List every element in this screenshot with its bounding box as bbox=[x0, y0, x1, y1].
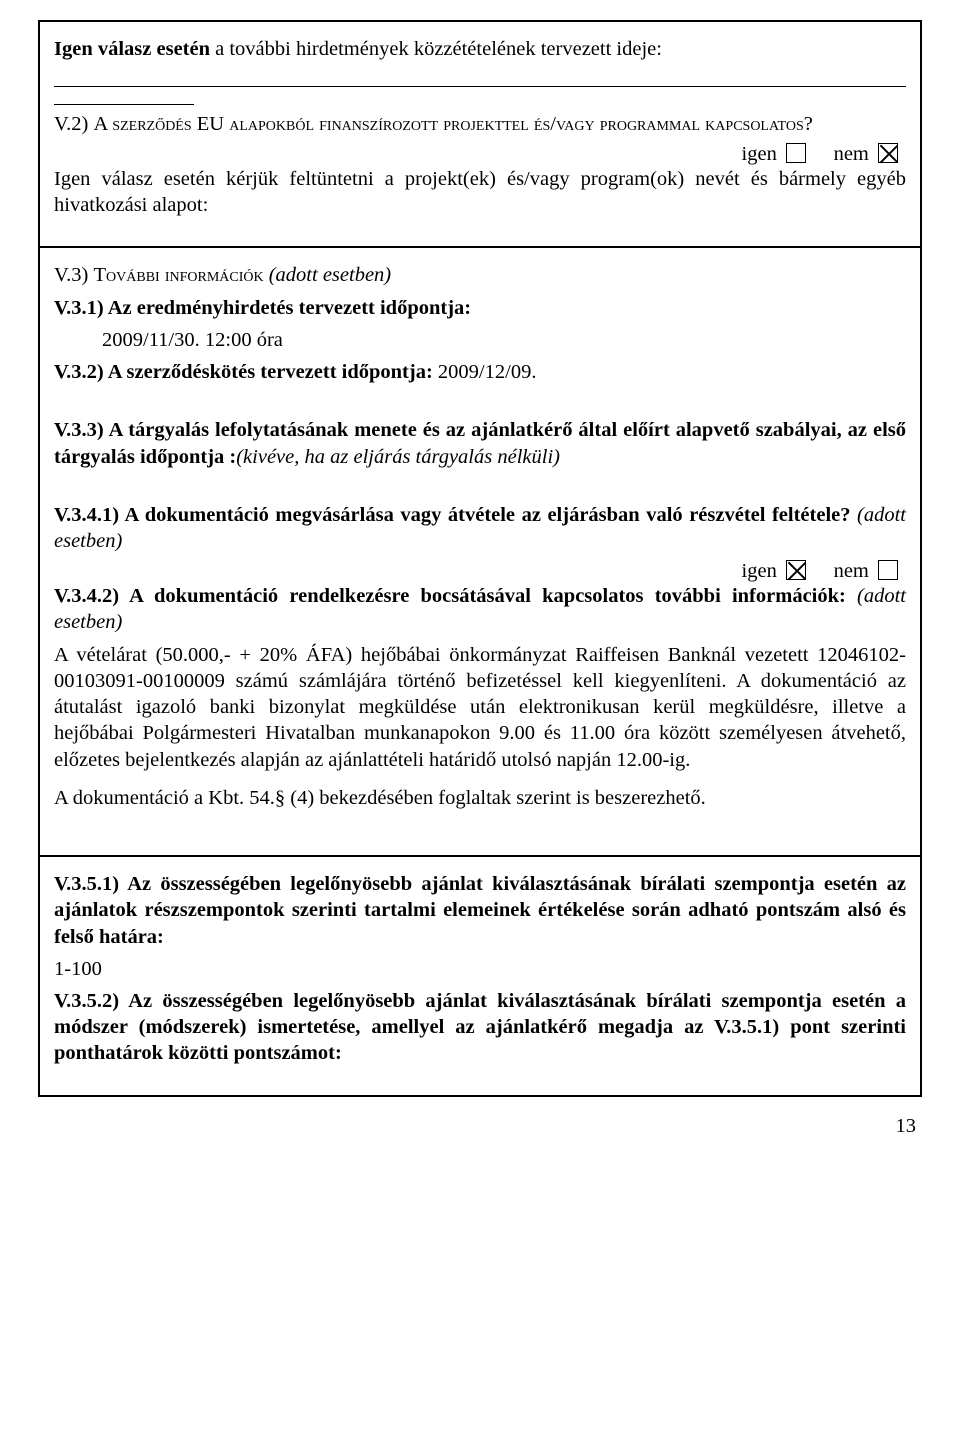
v351-range: 1-100 bbox=[54, 956, 906, 982]
v2-num: V.2) bbox=[54, 113, 94, 135]
v3-paren: (adott esetben) bbox=[264, 264, 392, 286]
v32-label: V.3.2) A szerződéskötés tervezett időpon… bbox=[54, 361, 433, 383]
section-v3: V.3) További információk (adott esetben)… bbox=[40, 248, 920, 857]
document-frame: Igen válasz esetén a további hirdetménye… bbox=[38, 20, 922, 1097]
v341-bold: V.3.4.1) A dokumentáció megvásárlása vag… bbox=[54, 504, 851, 526]
v341-nem-label: nem bbox=[834, 560, 869, 582]
v351-heading: V.3.5.1) Az összességében legelőnyösebb … bbox=[54, 871, 906, 950]
v341-para: V.3.4.1) A dokumentáció megvásárlása vag… bbox=[54, 502, 906, 554]
v32-value: 2009/12/09. bbox=[433, 361, 537, 383]
v341-nem-checkbox[interactable] bbox=[878, 560, 898, 580]
v342-para: V.3.4.2) A dokumentáció rendelkezésre bo… bbox=[54, 583, 906, 635]
v2-igen-checkbox[interactable] bbox=[786, 143, 806, 163]
v352-heading: V.3.5.2) Az összességében legelőnyösebb … bbox=[54, 988, 906, 1067]
v341-checkbox-row: igen nem bbox=[54, 560, 906, 583]
v342-bold: V.3.4.2) A dokumentáció rendelkezésre bo… bbox=[54, 585, 846, 607]
section-v35: V.3.5.1) Az összességében legelőnyösebb … bbox=[40, 857, 920, 1095]
v2-followup: Igen válasz esetén kérjük feltüntetni a … bbox=[54, 166, 906, 218]
v3-heading: V.3) További információk (adott esetben) bbox=[54, 262, 906, 288]
v342-body-1: A vételárat (50.000,- + 20% ÁFA) hejőbáb… bbox=[54, 642, 906, 773]
igen-intro: Igen válasz esetén a további hirdetménye… bbox=[54, 36, 906, 62]
v3-caps: További információk bbox=[94, 264, 264, 286]
v32-line: V.3.2) A szerződéskötés tervezett időpon… bbox=[54, 359, 906, 385]
section-v2: Igen válasz esetén a további hirdetménye… bbox=[40, 22, 920, 248]
v2-nem-checkbox[interactable] bbox=[878, 143, 898, 163]
v33-italic: (kivéve, ha az eljárás tárgyalás nélküli… bbox=[236, 446, 560, 468]
v33-para: V.3.3) A tárgyalás lefolytatásának menet… bbox=[54, 417, 906, 469]
v2-caps: A szerződés EU alapokból finanszírozott … bbox=[94, 113, 813, 135]
v31-heading: V.3.1) Az eredményhirdetés tervezett idő… bbox=[54, 295, 906, 321]
v2-heading: V.2) A szerződés EU alapokból finanszíro… bbox=[54, 111, 906, 137]
v31-value: 2009/11/30. 12:00 óra bbox=[54, 327, 906, 353]
igen-intro-rest: a további hirdetmények közzétételének te… bbox=[210, 38, 662, 60]
v2-igen-label: igen bbox=[742, 143, 777, 165]
v2-checkbox-row: igen nem bbox=[54, 143, 906, 166]
v341-igen-label: igen bbox=[742, 560, 777, 582]
v342-body-2: A dokumentáció a Kbt. 54.§ (4) bekezdésé… bbox=[54, 785, 906, 811]
page-number: 13 bbox=[38, 1097, 922, 1138]
igen-intro-bold: Igen válasz esetén bbox=[54, 38, 210, 60]
blank-line-1 bbox=[54, 68, 906, 86]
v3-num: V.3) bbox=[54, 264, 94, 286]
blank-line-2 bbox=[54, 87, 194, 105]
v2-nem-label: nem bbox=[834, 143, 869, 165]
v341-igen-checkbox[interactable] bbox=[786, 560, 806, 580]
